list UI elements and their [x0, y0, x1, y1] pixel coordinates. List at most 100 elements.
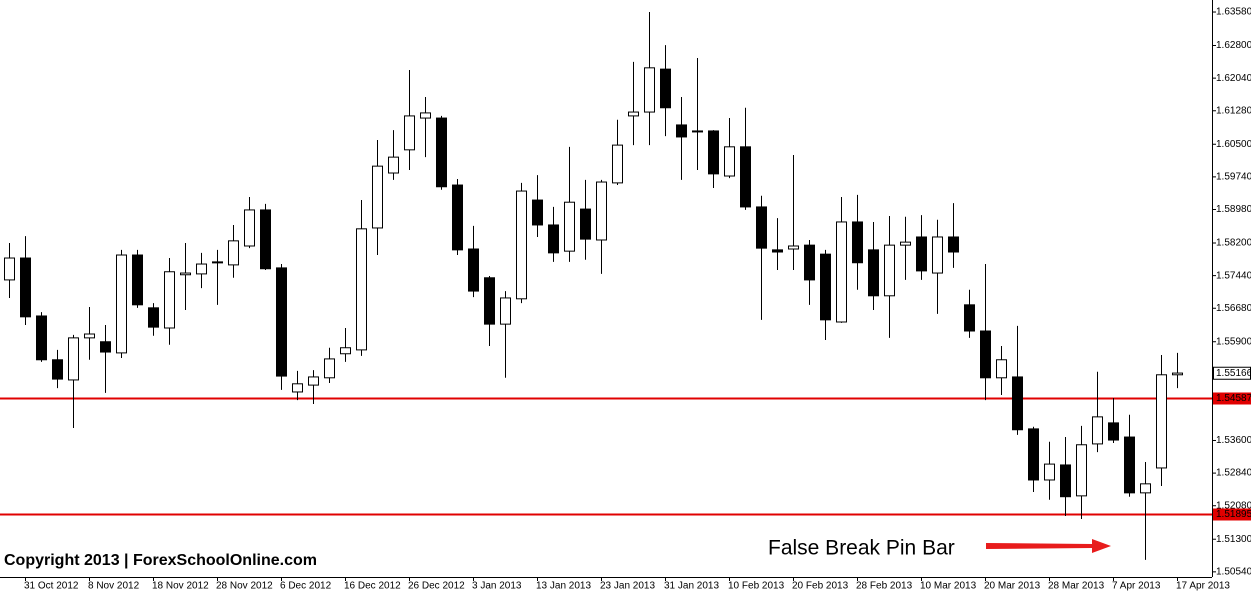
candle-body — [660, 68, 671, 109]
candle-body — [1092, 416, 1103, 445]
y-tick-label: 1.55900 — [1216, 336, 1251, 347]
x-tick-label: 31 Oct 2012 — [24, 581, 79, 592]
y-tick-label: 1.58980 — [1216, 204, 1251, 215]
x-tick-label: 10 Mar 2013 — [920, 581, 977, 592]
x-tick-label: 6 Dec 2012 — [280, 581, 332, 592]
candle-body — [580, 208, 591, 240]
x-tick-label: 8 Nov 2012 — [88, 581, 140, 592]
x-tick-label: 7 Apr 2013 — [1112, 581, 1161, 592]
candle-body — [788, 245, 799, 250]
y-tick-label: 1.59740 — [1216, 172, 1251, 183]
candle-body — [772, 249, 783, 253]
candle-body — [884, 244, 895, 297]
candle-body — [708, 130, 719, 175]
candle-body — [36, 315, 47, 361]
candle-body — [164, 271, 175, 329]
candle-body — [468, 248, 479, 292]
candle-body — [212, 261, 223, 264]
candle-body — [916, 236, 927, 272]
price-label: 1.54587 — [1216, 393, 1251, 404]
candle-body — [836, 221, 847, 323]
plot — [0, 12, 1212, 560]
candle-body — [820, 253, 831, 321]
x-tick-label: 28 Nov 2012 — [216, 581, 273, 592]
candle-body — [1060, 464, 1071, 498]
candle-body — [340, 347, 351, 355]
candle-body — [436, 117, 447, 188]
price-label-box — [1213, 392, 1251, 405]
candle-body — [180, 272, 191, 276]
candle-body — [964, 304, 975, 332]
y-tick-label: 1.56680 — [1216, 303, 1251, 314]
candle-body — [84, 333, 95, 339]
candle-body — [308, 376, 319, 386]
copyright: Copyright 2013 | ForexSchoolOnline.com — [4, 552, 317, 569]
candle-body — [692, 130, 703, 133]
candle-body — [372, 165, 383, 229]
candle-body — [644, 67, 655, 113]
candle-body — [68, 337, 79, 381]
candle-body — [132, 254, 143, 306]
x-tick-label: 17 Apr 2013 — [1176, 581, 1230, 592]
candle-body — [676, 124, 687, 138]
candle-body — [1076, 444, 1087, 497]
x-tick-label: 10 Feb 2013 — [728, 581, 785, 592]
y-tick-label: 1.52080 — [1216, 500, 1251, 511]
price-label-box — [1213, 508, 1251, 521]
candle-body — [548, 224, 559, 254]
candle-body — [612, 144, 623, 184]
candle-body — [516, 190, 527, 300]
candle-body — [724, 146, 735, 177]
x-tick-label: 26 Dec 2012 — [408, 581, 465, 592]
candle-body — [420, 112, 431, 119]
x-tick-label: 16 Dec 2012 — [344, 581, 401, 592]
annotation-arrow — [986, 539, 1111, 553]
candle-body — [1028, 428, 1039, 481]
candle-body — [356, 228, 367, 351]
y-tick-label: 1.58200 — [1216, 238, 1251, 249]
candle-body — [404, 115, 415, 151]
candle-body — [596, 181, 607, 241]
y-tick-label: 1.63580 — [1216, 7, 1251, 18]
y-tick-label: 1.62800 — [1216, 40, 1251, 51]
candle-body — [628, 111, 639, 117]
candle-body — [1124, 436, 1135, 494]
candle-body — [1172, 372, 1183, 376]
candle-body — [756, 206, 767, 249]
candle-body — [1140, 483, 1151, 494]
candle-body — [196, 263, 207, 275]
last-price-label: 1.55166 — [1216, 368, 1251, 379]
candle-body — [260, 209, 271, 270]
candle-body — [740, 146, 751, 208]
candle-body — [1108, 422, 1119, 441]
y-tick-label: 1.50540 — [1216, 566, 1251, 577]
y-tick-label: 1.60500 — [1216, 139, 1251, 150]
x-tick-label: 13 Jan 2013 — [536, 581, 591, 592]
y-tick-label: 1.61280 — [1216, 105, 1251, 116]
x-tick-label: 20 Feb 2013 — [792, 581, 849, 592]
x-tick-label: 31 Jan 2013 — [664, 581, 719, 592]
x-tick-label: 23 Jan 2013 — [600, 581, 655, 592]
candle-body — [4, 257, 15, 281]
y-tick-label: 1.51300 — [1216, 534, 1251, 545]
candle-body — [244, 209, 255, 247]
candle-body — [116, 254, 127, 354]
candle-body — [900, 241, 911, 246]
candle-body — [148, 307, 159, 328]
x-tick-label: 28 Feb 2013 — [856, 581, 913, 592]
x-tick-label: 3 Jan 2013 — [472, 581, 522, 592]
candle-body — [868, 249, 879, 297]
candle-body — [500, 297, 511, 325]
candle-body — [852, 221, 863, 264]
candle-body — [564, 201, 575, 252]
candle-body — [996, 359, 1007, 379]
candle-body — [1156, 374, 1167, 469]
annotation: False Break Pin Bar — [768, 537, 955, 560]
y-tick-label: 1.57440 — [1216, 270, 1251, 281]
x-tick-label: 18 Nov 2012 — [152, 581, 209, 592]
candle-body — [1012, 376, 1023, 431]
candle-body — [276, 267, 287, 377]
